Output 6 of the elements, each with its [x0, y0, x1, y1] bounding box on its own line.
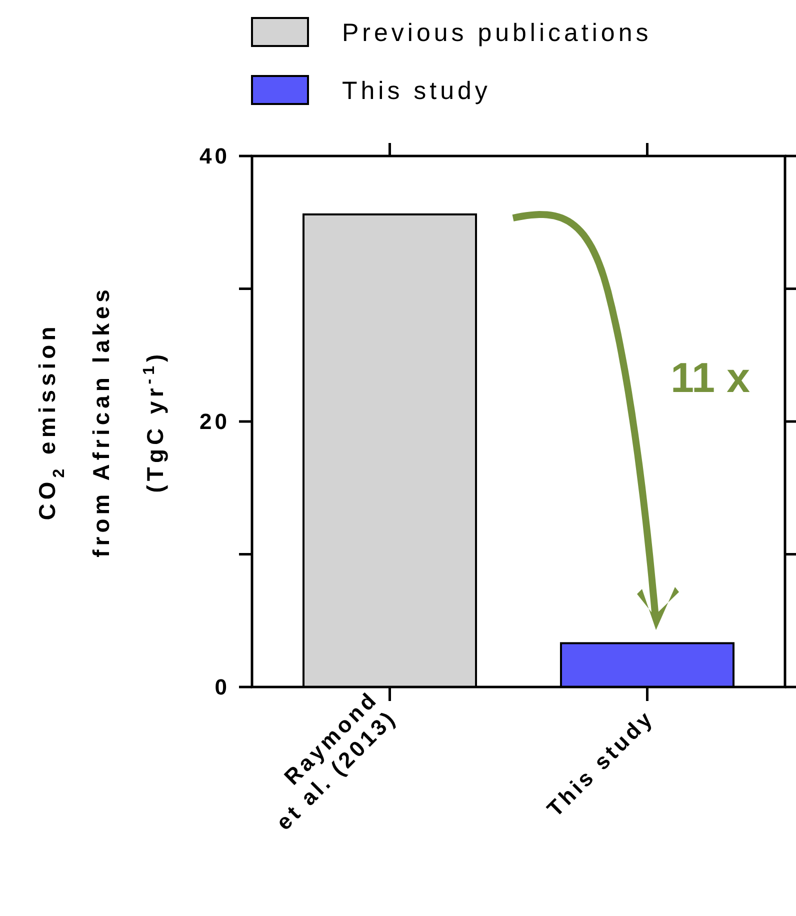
legend-label: Previous publications	[342, 18, 652, 47]
legend-label: This study	[342, 76, 491, 105]
annotation: 11 x	[670, 354, 751, 401]
y-tick-label: 40	[200, 144, 230, 169]
y-tick-label: 20	[200, 409, 230, 434]
y-tick-label: 0	[214, 674, 230, 700]
